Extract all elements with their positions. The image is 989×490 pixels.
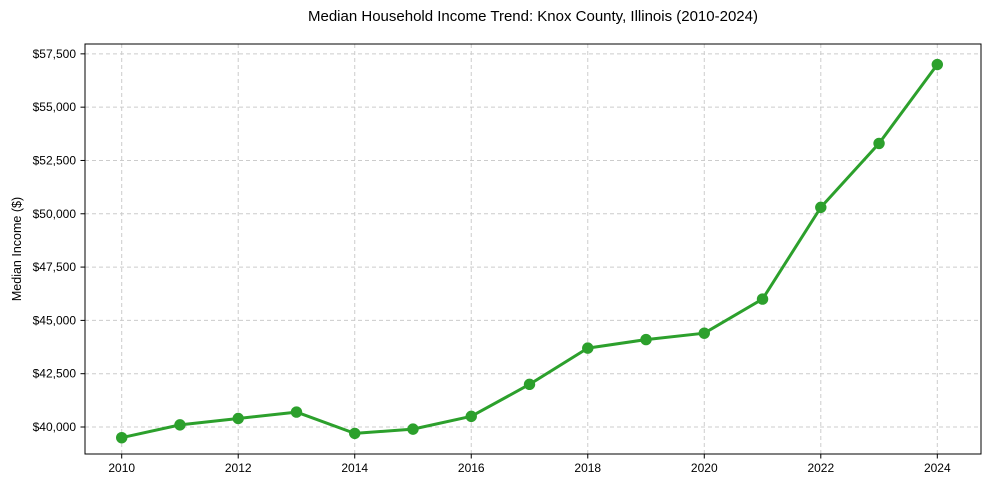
- data-point-2024: [931, 58, 944, 71]
- x-tick-label: 2018: [574, 461, 601, 475]
- data-point-2013: [290, 406, 303, 418]
- x-tick-label: 2014: [341, 461, 368, 475]
- x-tick-label: 2024: [924, 461, 951, 475]
- data-point-2018: [582, 342, 594, 354]
- chart-title: Median Household Income Trend: Knox Coun…: [308, 8, 758, 25]
- data-point-2011: [174, 419, 186, 431]
- x-tick-label: 2010: [108, 461, 135, 475]
- x-tick-label: 2022: [807, 461, 834, 475]
- x-tick-label: 2020: [691, 461, 718, 475]
- y-tick-label: $40,000: [33, 420, 77, 434]
- y-tick-label: $42,500: [33, 367, 77, 381]
- data-point-2012: [232, 412, 244, 425]
- data-point-2022: [815, 201, 827, 214]
- data-point-2015: [407, 423, 419, 435]
- y-tick-label: $57,500: [33, 47, 77, 61]
- y-tick-label: $47,500: [33, 260, 77, 274]
- data-point-2010: [116, 431, 128, 444]
- x-tick-label: 2016: [458, 461, 485, 475]
- y-tick-label: $45,000: [33, 313, 77, 327]
- data-point-2021: [756, 293, 769, 305]
- y-tick-label: $55,000: [33, 100, 77, 114]
- y-tick-label: $52,500: [33, 153, 77, 167]
- data-point-2016: [465, 410, 477, 423]
- data-point-2023: [873, 137, 885, 150]
- data-point-2019: [640, 333, 652, 346]
- data-point-2020: [698, 327, 710, 339]
- data-point-2017: [523, 378, 536, 391]
- plot-border: [84, 43, 982, 455]
- y-tick-label: $50,000: [33, 207, 77, 221]
- data-point-2014: [349, 427, 361, 440]
- x-tick-label: 2012: [225, 461, 252, 475]
